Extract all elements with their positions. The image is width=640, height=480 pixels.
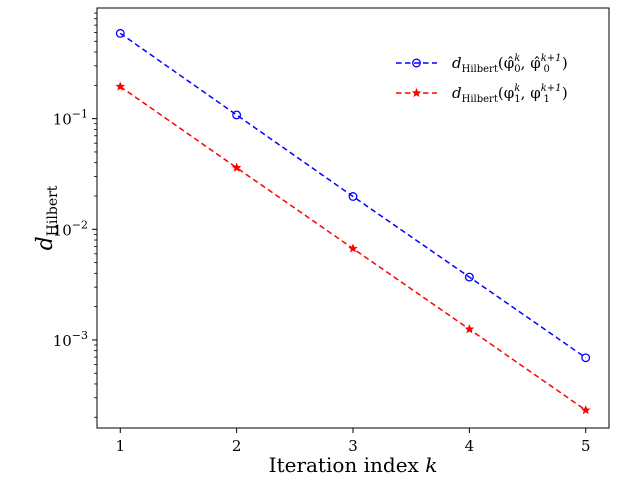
series-line [119,32,587,359]
data-point [581,353,591,363]
data-point [464,324,475,334]
x-tick-label: 5 [581,437,591,455]
data-point [232,110,242,120]
x-tick-label: 3 [348,437,358,455]
legend-entry-1: dHilbert(φ̂k 0, φ̂k+1 0) [396,53,568,75]
data-point [348,243,358,253]
data-point [231,162,242,172]
y-tick-label: 10−1 [53,108,88,129]
x-tick-label: 2 [232,437,242,455]
legend-entry-2: dHilbert(φk 1, φk+1 1) [396,83,568,105]
legend-label: dHilbert(φk 1, φk+1 1) [452,83,568,105]
legend: dHilbert(φ̂k 0, φ̂k+1 0) dHilbert(φk 1, φk+1… [396,53,568,105]
axis-ticks: 1 2 3 4 5 10−1 10−2 10−3 [53,12,591,455]
y-tick-label: 10−2 [53,218,88,239]
series-layer [115,28,591,415]
data-point [411,88,422,98]
plot-area [96,7,610,429]
series-2 [115,81,591,415]
x-axis-title: Iteration index k [269,453,438,477]
x-tick-label: 4 [465,437,475,455]
x-tick-label: 1 [115,437,125,455]
legend-label: dHilbert(φ̂k 0, φ̂k+1 0) [452,53,568,75]
data-point [412,58,421,68]
data-point [464,272,474,282]
series-1 [115,28,591,363]
svg-text:dHilbert: dHilbert [33,185,61,250]
data-point [348,192,358,201]
y-axis-title: dHilbert [33,185,61,250]
y-tick-label: 10−3 [53,329,88,350]
data-point [580,405,591,415]
data-point [115,28,125,38]
data-point [115,81,126,91]
